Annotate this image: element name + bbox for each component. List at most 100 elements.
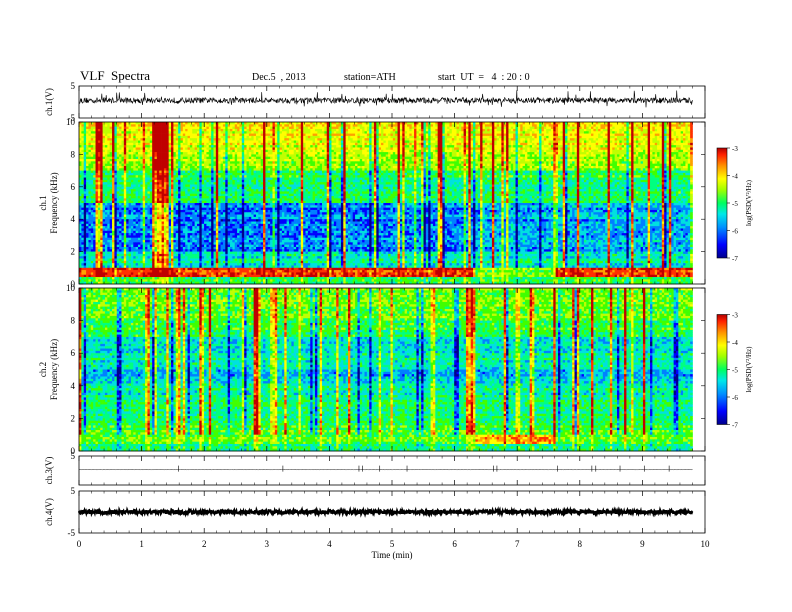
spectrogram-cell: [333, 135, 337, 139]
spectrogram-cell: [664, 147, 667, 151]
spectrogram-cell: [376, 159, 380, 162]
spectrogram-cell: [312, 133, 316, 137]
spectrogram-cell: [489, 154, 493, 158]
spectrogram-cell: [314, 122, 318, 125]
spectrogram-cell: [199, 156, 203, 160]
spectrogram-cell: [690, 135, 693, 139]
spectrogram-cell: [579, 159, 582, 162]
spectrogram-cell: [565, 126, 568, 130]
spectrogram-cell: [664, 159, 667, 162]
spectrogram-cell: [326, 140, 330, 144]
spectrogram-cell: [154, 135, 158, 139]
spectrogram-cell: [458, 133, 462, 137]
spectrogram-cell: [586, 159, 590, 162]
spectrogram-cell: [591, 149, 594, 153]
spectrogram-cell: [680, 142, 684, 146]
spectrogram-cell: [230, 138, 233, 141]
spectrogram-cell: [536, 135, 540, 139]
spectrogram-cell: [616, 156, 620, 160]
spectrogram-cell: [326, 124, 330, 127]
spectrogram-cell: [527, 138, 531, 141]
spectrogram-cell: [253, 131, 257, 134]
spectrogram-cell: [435, 154, 438, 158]
spectrogram-cell: [635, 126, 639, 130]
spectrogram-cell: [506, 152, 509, 155]
spectrogram-cell: [272, 140, 276, 144]
spectrogram-cell: [234, 161, 238, 164]
spectrogram-cell: [548, 138, 552, 141]
spectrogram-cell: [425, 126, 429, 130]
spectrogram-cell: [392, 159, 396, 162]
spectrogram-cell: [690, 122, 693, 125]
spectrogram-cell: [532, 138, 535, 141]
spectrogram-cell: [510, 135, 514, 139]
spectrogram-cell: [574, 142, 578, 146]
spectrogram-cell: [222, 152, 226, 155]
spectrogram-cell: [371, 147, 375, 151]
spectrogram-cell: [520, 138, 523, 141]
spectrogram-cell: [586, 154, 590, 158]
spectrogram-cell: [343, 149, 346, 153]
spectrogram-cell: [305, 156, 309, 160]
spectrogram-cell: [215, 138, 219, 141]
spectrogram-cell: [298, 138, 302, 141]
spectrogram-cell: [447, 145, 450, 148]
spectrogram-cell: [234, 145, 238, 148]
spectrogram-cell: [633, 156, 637, 160]
spectrogram-cell: [239, 149, 243, 153]
spectrogram-cell: [211, 156, 214, 160]
spectrogram-cell: [189, 140, 193, 144]
spectrogram-cell: [161, 152, 165, 155]
spectrogram-cell: [510, 149, 514, 153]
spectrogram-cell: [362, 156, 365, 160]
spectrogram-cell: [95, 152, 99, 155]
spectrogram-cell: [468, 122, 472, 125]
spectrogram-cell: [175, 133, 179, 137]
spectrogram-cell: [338, 161, 342, 164]
spectrogram-cell: [213, 149, 217, 153]
spectrogram-cell: [465, 156, 469, 160]
spectrogram-cell: [508, 131, 512, 134]
spectrogram-cell: [319, 140, 323, 144]
spectrogram-cell: [442, 128, 446, 132]
spectrogram-cell: [402, 152, 405, 155]
spectrogram-cell: [491, 147, 495, 151]
spectrogram-cell: [593, 135, 597, 139]
spectrogram-cell: [605, 124, 608, 127]
spectrogram-cell: [260, 138, 264, 141]
spectrogram-cell: [560, 154, 564, 158]
spectrogram-cell: [286, 133, 290, 137]
spectrogram-cell: [480, 126, 483, 130]
spectrogram-cell: [491, 156, 495, 160]
spectrogram-cell: [475, 138, 479, 141]
spectrogram-cell: [83, 145, 87, 148]
spectrogram-cell: [109, 156, 113, 160]
spectrogram-cell: [114, 145, 118, 148]
spectrogram-cell: [461, 122, 464, 125]
spectrogram-cell: [631, 154, 634, 158]
spectrogram-cell: [404, 145, 408, 148]
spectrogram-cell: [520, 126, 523, 130]
spectrogram-cell: [244, 154, 247, 158]
spectrogram-cell: [303, 149, 306, 153]
spectrogram-cell: [175, 147, 179, 151]
spectrogram-cell: [140, 142, 144, 146]
spectrogram-cell: [369, 145, 372, 148]
spectrogram-cell: [357, 149, 361, 153]
spectrogram-cell: [645, 149, 648, 153]
spectrogram-cell: [501, 122, 505, 125]
spectrogram-cell: [548, 149, 552, 153]
spectrogram-cell: [503, 149, 507, 153]
spectrogram-cell: [307, 133, 311, 137]
spectrogram-cell: [536, 122, 540, 125]
spectrogram-cell: [539, 159, 542, 162]
spectrogram-cell: [583, 135, 587, 139]
spectrogram-cell: [475, 122, 479, 125]
spectrogram-cell: [671, 133, 674, 137]
spectrogram-cell: [185, 135, 188, 139]
spectrogram-cell: [171, 138, 174, 141]
spectrogram-cell: [246, 156, 250, 160]
spectrogram-cell: [303, 161, 306, 164]
spectrogram-cell: [298, 159, 302, 162]
spectrogram-cell: [284, 126, 287, 130]
